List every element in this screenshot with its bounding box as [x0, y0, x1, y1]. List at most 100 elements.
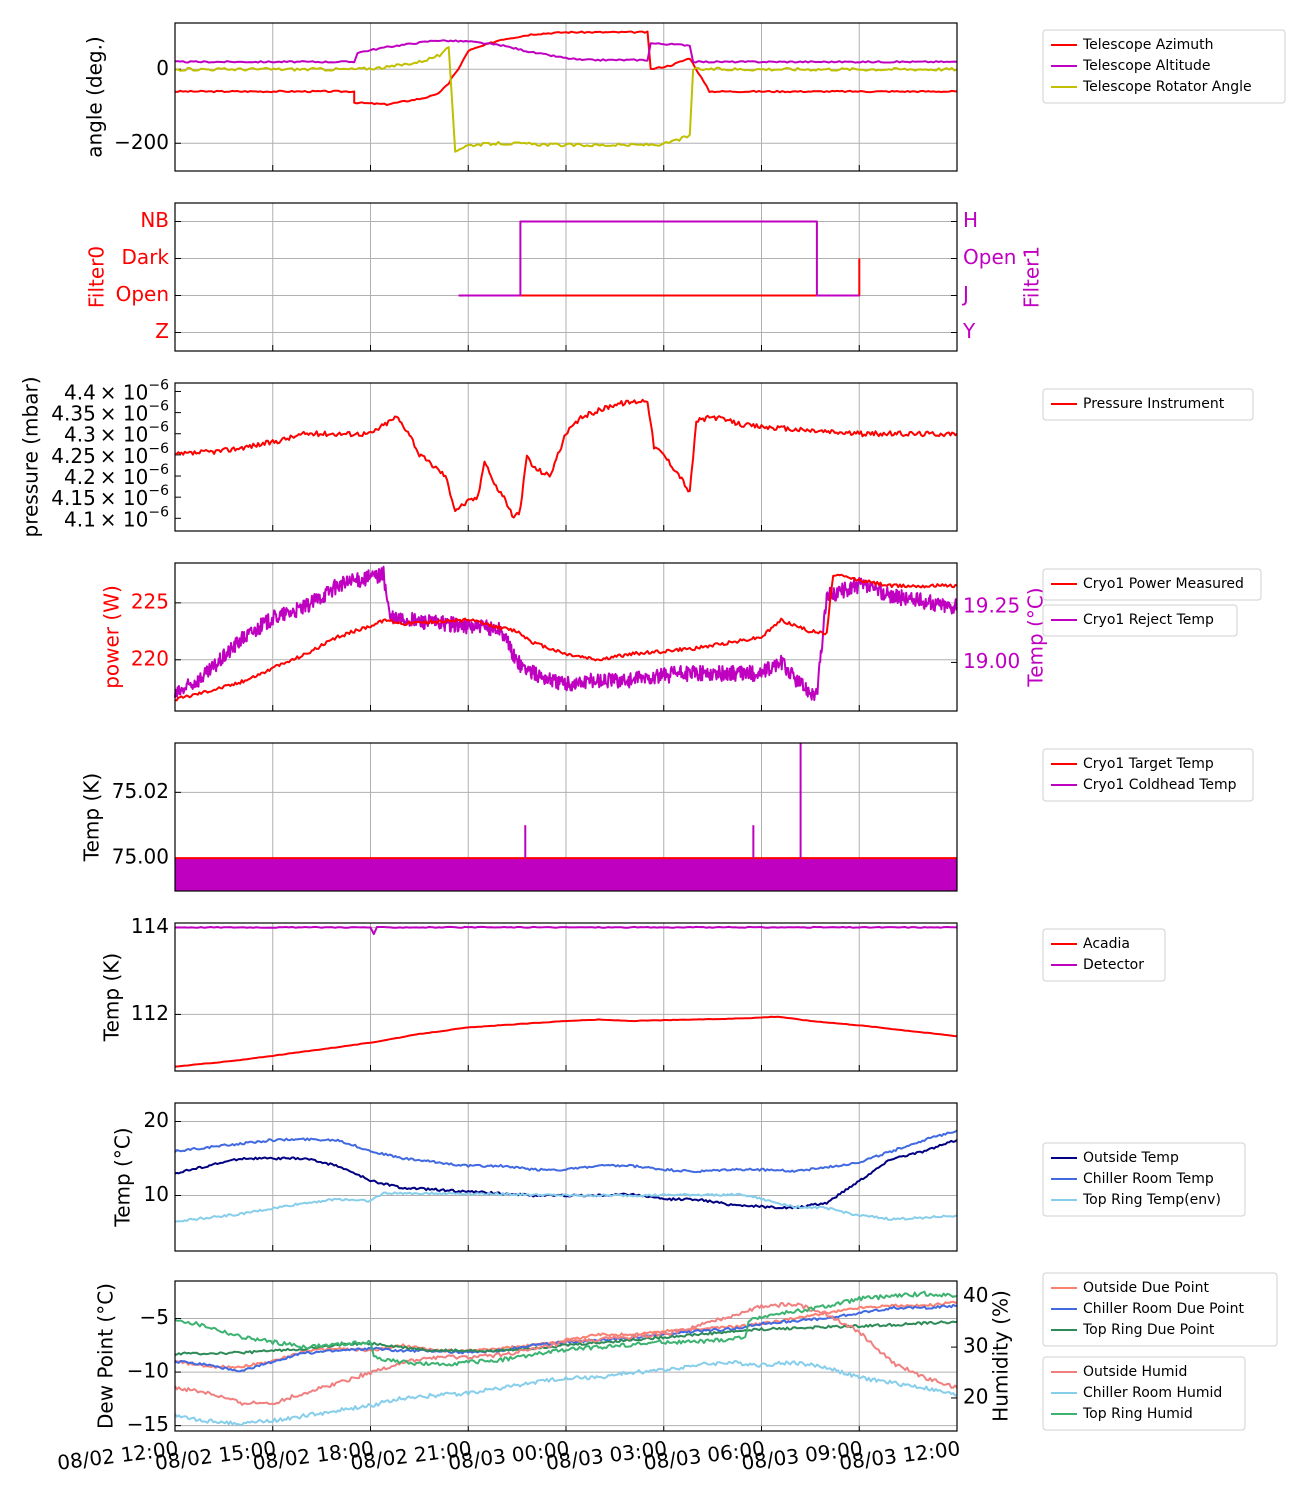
plot-frame	[174, 1280, 958, 1432]
y-tick-label-right: 40	[963, 1283, 988, 1307]
series-line	[174, 39, 958, 64]
panel-detector: 112 114 Temp (K) Acadia Detector	[100, 914, 1166, 1072]
series-line	[174, 1015, 958, 1068]
y-tick-label: 4.2 × 10−6	[64, 462, 169, 489]
y-axis-label: Temp (K)	[100, 953, 124, 1042]
y-tick-label: −5	[140, 1305, 169, 1329]
y-tick-label: 0	[156, 56, 169, 80]
legend-entry: Top Ring Temp(env)	[1082, 1192, 1221, 1208]
y-tick-label: 4.25 × 10−6	[51, 441, 169, 468]
y-tick-label-right: Open	[963, 245, 1016, 269]
y-tick-label-right: 19.00	[963, 649, 1020, 673]
legend-box	[1042, 1356, 1246, 1431]
legend-entry: Acadia	[1083, 936, 1130, 952]
y-axis-label: Dew Point (°C)	[94, 1283, 118, 1429]
series-line	[458, 220, 860, 297]
series-line	[174, 1129, 958, 1174]
legend-entry: Pressure Instrument	[1083, 396, 1225, 412]
y-tick-label: 4.1 × 10−6	[64, 504, 169, 531]
y-tick-label-right: Y	[962, 319, 976, 343]
legend-entry: Outside Humid	[1083, 1364, 1187, 1380]
y-axis-label: Filter0	[85, 246, 109, 308]
y-tick-label: 20	[144, 1108, 169, 1132]
legend-box	[1042, 568, 1262, 601]
legend-entry: Cryo1 Coldhead Temp	[1083, 777, 1237, 793]
legend-box	[1042, 604, 1238, 637]
legend-box	[1042, 388, 1254, 421]
y-tick-label-right: 20	[963, 1384, 988, 1408]
panel-environment_temp: 10 20 Temp (°C) Outside Temp Chiller Room Te…	[111, 1102, 1246, 1252]
legend-entry: Telescope Azimuth	[1082, 37, 1213, 53]
legend-entry: Top Ring Due Point	[1082, 1322, 1215, 1338]
plot-frame	[174, 202, 958, 352]
panel-cryo_power: 220 225 19.00 19.25 power (W) Temp (°C) Cryo1 …	[100, 562, 1262, 712]
y-tick-label-right: 30	[963, 1334, 988, 1358]
plot-frame	[174, 1102, 958, 1252]
y-axis-label: Temp (K)	[80, 773, 104, 862]
legend-entry: Cryo1 Target Temp	[1083, 756, 1214, 772]
legend-box	[1042, 748, 1254, 802]
y-tick-label: −10	[127, 1359, 169, 1383]
y-tick-label: 220	[131, 646, 169, 670]
legend-box	[1042, 1272, 1278, 1347]
panel-telescope: 0 −200 angle (deg.) Telescope Azimuth Telesc…	[83, 22, 1286, 172]
y-tick-label: Z	[155, 319, 169, 343]
y-tick-label: NB	[140, 208, 169, 232]
plot-frame	[174, 382, 958, 532]
panel-dew_humidity: −15 −10 −5 20 30 40 Dew Point (°C) Humidity (%)…	[94, 1272, 1278, 1436]
series-line	[174, 398, 958, 519]
y-tick-label: Open	[116, 282, 169, 306]
legend-entry: Chiller Room Humid	[1083, 1385, 1222, 1401]
y-axis-label: angle (deg.)	[83, 36, 107, 158]
y-tick-label: 4.3 × 10−6	[64, 420, 169, 447]
y-axis-label: Humidity (%)	[989, 1290, 1013, 1422]
y-tick-label: 10	[144, 1182, 169, 1206]
y-tick-label-right: 19.25	[963, 594, 1020, 618]
y-axis-label: pressure (mbar)	[19, 376, 43, 537]
y-tick-label: Dark	[122, 245, 170, 269]
plot-frame	[174, 922, 958, 1072]
series-line	[174, 1360, 958, 1426]
legend-entry: Cryo1 Reject Temp	[1083, 612, 1214, 628]
series-line	[174, 1191, 958, 1223]
y-tick-label: 225	[131, 589, 169, 613]
series-line	[174, 1320, 958, 1356]
series-line	[174, 1139, 958, 1210]
y-tick-label: 4.15 × 10−6	[51, 483, 169, 510]
legend-entry: Telescope Altitude	[1082, 58, 1211, 74]
y-tick-label: −200	[114, 130, 169, 154]
y-tick-label: −15	[127, 1412, 169, 1436]
legend-entry: Detector	[1083, 957, 1144, 973]
y-tick-label: 75.00	[112, 845, 169, 869]
y-tick-label: 114	[131, 914, 169, 938]
legend-entry: Chiller Room Due Point	[1083, 1301, 1244, 1317]
y-tick-label: 75.02	[112, 779, 169, 803]
legend-box	[1042, 29, 1286, 104]
y-tick-label-right: J	[961, 282, 969, 306]
series-line	[174, 565, 958, 701]
y-tick-label-right: H	[963, 208, 978, 232]
coldhead-noise-band	[175, 858, 957, 891]
plot-frame	[174, 22, 958, 172]
legend-box	[1042, 1142, 1246, 1217]
y-axis-label: Temp (°C)	[111, 1127, 135, 1227]
series-line	[174, 46, 958, 153]
legend-entry: Chiller Room Temp	[1083, 1171, 1214, 1187]
y-tick-label: 4.4 × 10−6	[64, 377, 169, 404]
legend-entry: Outside Due Point	[1083, 1280, 1210, 1296]
series-line	[174, 30, 958, 106]
legend-entry: Top Ring Humid	[1082, 1406, 1193, 1422]
legend-box	[1042, 928, 1166, 982]
legend-entry: Outside Temp	[1083, 1150, 1179, 1166]
panel-cryo_temp: 75.00 75.02 Temp (K) Cryo1 Target Temp Cryo1…	[80, 742, 1254, 892]
y-axis-label: Temp (°C)	[1024, 587, 1048, 687]
series-line	[174, 925, 958, 936]
plot-frame	[174, 742, 958, 892]
y-tick-label: 4.35 × 10−6	[51, 399, 169, 426]
y-tick-label: 112	[131, 1001, 169, 1025]
series-line	[174, 1302, 958, 1406]
plot-frame	[174, 562, 958, 712]
legend-entry: Cryo1 Power Measured	[1083, 576, 1244, 592]
